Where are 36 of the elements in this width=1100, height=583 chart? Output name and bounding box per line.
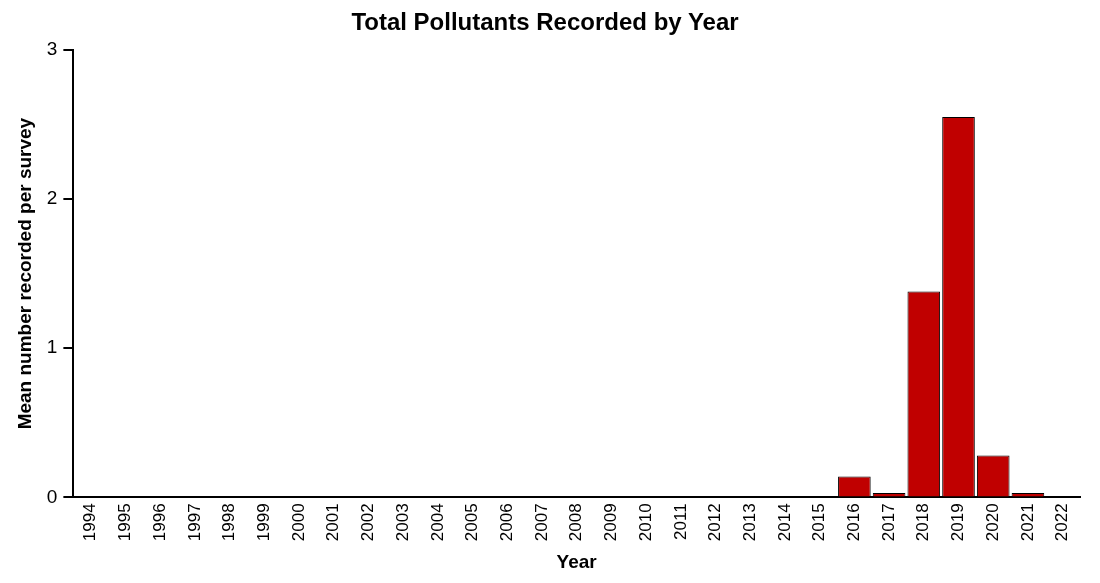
chart-title: Total Pollutants Recorded by Year: [351, 8, 739, 36]
x-tick-label: 2021: [1017, 503, 1037, 542]
x-tick-label: 2011: [670, 503, 690, 540]
x-tick-label: 2014: [774, 503, 794, 542]
x-tick-label: 1994: [80, 503, 100, 542]
x-tick-label: 2015: [809, 503, 829, 542]
x-tick-label: 2006: [496, 503, 516, 542]
x-tick-label: 2022: [1052, 503, 1072, 542]
x-tick-label: 1995: [115, 503, 135, 542]
x-tick-label: 1996: [149, 503, 169, 542]
x-tick-label: 2008: [566, 503, 586, 542]
x-tick-label: 2017: [878, 503, 898, 542]
x-tick-label: 2016: [844, 503, 864, 542]
x-tick-label: 2005: [462, 503, 482, 542]
x-tick-label: 2018: [913, 503, 933, 542]
x-tick-label: 1998: [219, 503, 239, 542]
x-tick-label: 2019: [948, 503, 968, 542]
x-tick-label: 2000: [288, 503, 308, 542]
y-tick-label: 1: [46, 336, 58, 358]
x-tick-label: 2012: [705, 503, 725, 542]
y-axis-title: Mean number recorded per survey: [13, 117, 35, 430]
x-tick-label: 1997: [184, 503, 204, 542]
x-tick-label: 2010: [635, 503, 655, 542]
x-tick-label: 2009: [601, 503, 621, 542]
x-tick-label: 2001: [323, 503, 343, 542]
x-tick-label: 2007: [531, 503, 551, 542]
x-tick-label: 2013: [739, 503, 759, 542]
y-tick-label: 2: [46, 187, 58, 209]
x-tick-label: 2002: [358, 503, 378, 542]
x-tick-label: 2003: [392, 503, 412, 542]
x-axis-title: Year: [556, 550, 598, 572]
x-tick-label: 2004: [427, 503, 447, 542]
y-tick-label: 3: [46, 38, 58, 60]
y-tick-label: 0: [46, 485, 58, 507]
x-tick-label: 1999: [253, 503, 273, 542]
x-tick-label: 2020: [982, 503, 1002, 542]
